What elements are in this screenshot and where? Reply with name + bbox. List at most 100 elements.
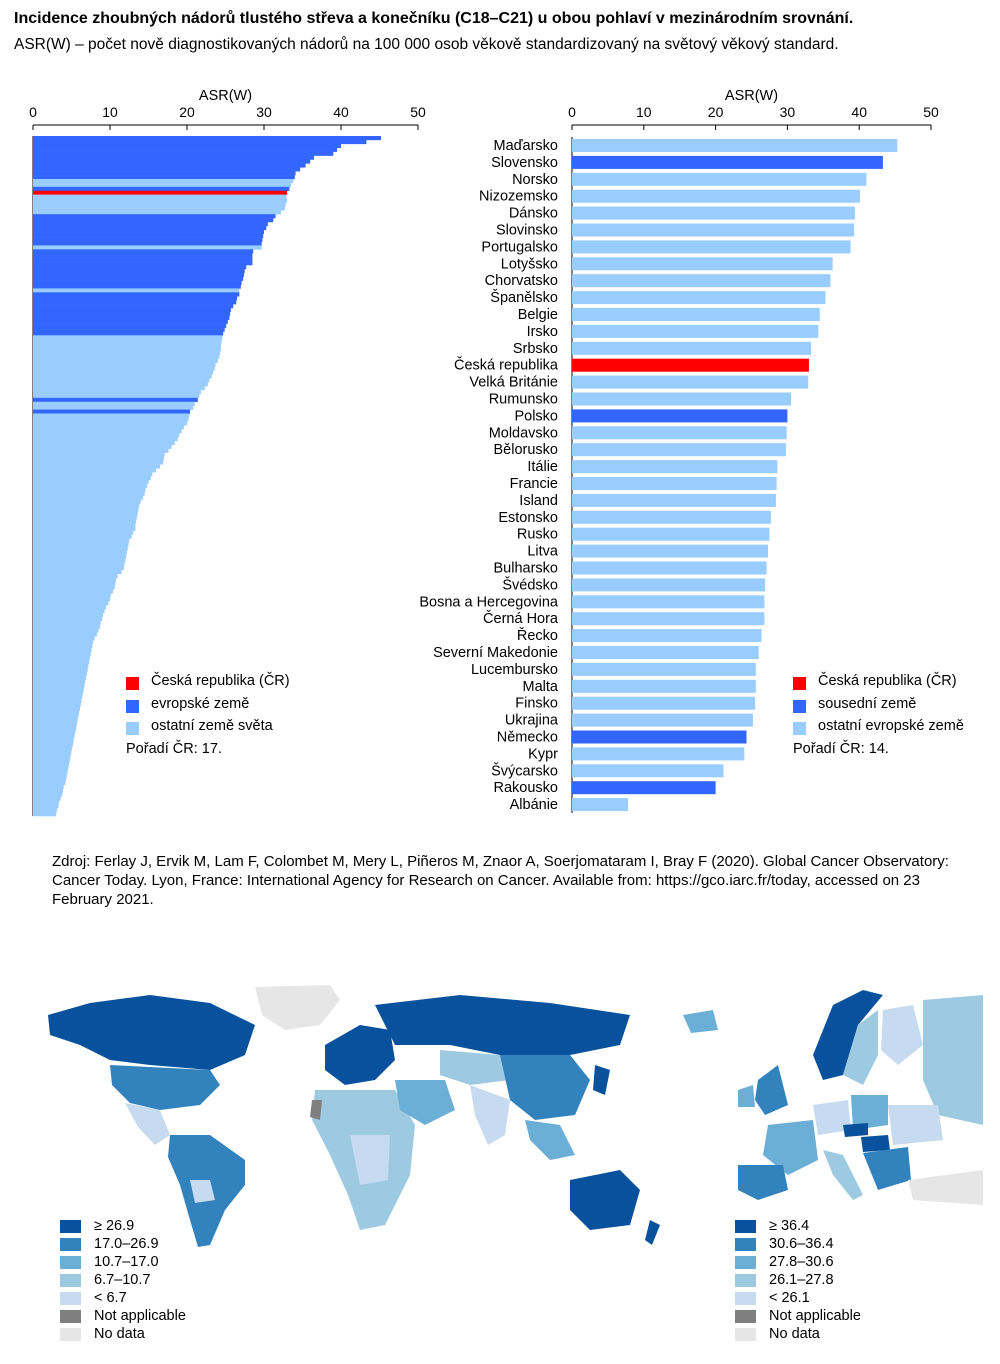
y-tick-label: Česká republika	[454, 357, 559, 374]
bar	[33, 624, 100, 629]
bar	[33, 476, 151, 481]
bar	[33, 284, 241, 289]
page-subtitle: ASR(W) – počet nově diagnostikovaných ná…	[14, 36, 839, 53]
world-ranking-chart: 0 10 20 30 40 50 ASR(W)	[29, 88, 426, 817]
legend-label: sousední země	[818, 695, 917, 712]
y-tick-label: Finsko	[515, 696, 558, 712]
bar	[33, 675, 87, 680]
legend-label: 6.7–10.7	[94, 1272, 151, 1288]
bar	[33, 335, 223, 340]
bar	[572, 409, 788, 423]
bar	[33, 507, 139, 512]
bar	[33, 147, 338, 152]
legend-label: ≥ 36.4	[769, 1218, 810, 1234]
x-tick-label: 50	[923, 104, 939, 120]
bar	[33, 390, 201, 395]
bar	[33, 221, 268, 227]
bar	[33, 769, 68, 774]
europe-axis-title: ASR(W)	[725, 88, 778, 104]
bar	[33, 749, 72, 754]
bar	[33, 280, 242, 285]
map-region-iceland	[683, 1010, 718, 1033]
bar	[33, 225, 267, 231]
y-tick-label: Rakousko	[494, 780, 558, 796]
bar	[33, 171, 296, 176]
bar	[33, 210, 281, 215]
x-tick-label: 30	[256, 104, 272, 120]
legend-swatch	[735, 1274, 756, 1287]
bar	[33, 331, 224, 336]
bar	[33, 776, 67, 782]
bar	[33, 268, 245, 274]
bar	[33, 741, 74, 746]
legend-swatch	[60, 1292, 81, 1305]
bar	[33, 159, 311, 164]
y-tick-label: Slovensko	[491, 155, 558, 171]
bar	[572, 629, 762, 643]
bar	[33, 249, 254, 254]
legend-swatch	[60, 1310, 81, 1323]
bar	[33, 554, 127, 559]
bar	[33, 620, 101, 625]
legend-swatch	[60, 1238, 81, 1251]
bar	[33, 253, 253, 258]
y-tick-label: Nizozemsko	[479, 189, 558, 205]
bar	[33, 214, 276, 219]
map-region-japan	[593, 1065, 610, 1095]
bar	[33, 178, 294, 184]
bar	[33, 710, 80, 715]
y-tick-label: Polsko	[514, 408, 558, 424]
bar	[33, 683, 85, 688]
y-tick-label: Bělorusko	[494, 442, 558, 458]
bar	[33, 483, 147, 489]
bar	[33, 440, 175, 446]
y-tick-label: Maďarsko	[493, 138, 558, 154]
bar	[572, 291, 826, 305]
bar	[33, 417, 189, 422]
bar	[572, 595, 765, 609]
bar	[33, 636, 95, 641]
bar	[33, 456, 164, 461]
bar	[33, 780, 66, 786]
bar	[33, 347, 221, 352]
bar	[572, 206, 855, 220]
bar	[33, 647, 92, 653]
bar	[33, 206, 285, 211]
bar	[33, 518, 137, 524]
bar	[33, 307, 231, 313]
bar	[33, 433, 180, 438]
bar	[33, 151, 334, 156]
europe-ranking-chart: 0 10 20 30 40 50 ASR(W) MaďarskoSlovenskoNorsko…	[419, 88, 939, 813]
bar	[33, 343, 221, 348]
bar	[33, 745, 73, 750]
map-region-russia	[375, 995, 630, 1055]
map-region-poland	[851, 1095, 888, 1130]
legend-swatch	[735, 1292, 756, 1305]
bar	[33, 186, 290, 192]
bar	[33, 757, 70, 762]
bar	[33, 569, 122, 574]
y-tick-label: Bulharsko	[494, 561, 558, 577]
legend-swatch	[735, 1310, 756, 1323]
bar	[572, 477, 777, 490]
y-tick-label: Švédsko	[502, 576, 558, 593]
map-region-czechia	[843, 1123, 868, 1137]
bar	[33, 784, 64, 789]
bar	[33, 542, 129, 547]
bar	[33, 202, 286, 207]
bar	[33, 241, 262, 246]
bar	[33, 272, 244, 277]
bar	[572, 172, 867, 186]
bar	[33, 753, 71, 758]
bar	[33, 339, 222, 344]
map-region-middle-east	[395, 1080, 455, 1125]
bar	[33, 288, 240, 293]
legend-swatch	[793, 699, 806, 713]
bar	[33, 354, 220, 360]
bar	[33, 479, 149, 485]
bar	[33, 589, 114, 594]
bar	[33, 573, 118, 578]
map-region-ukraine	[888, 1105, 943, 1145]
bar	[572, 747, 745, 761]
bar	[33, 358, 218, 363]
